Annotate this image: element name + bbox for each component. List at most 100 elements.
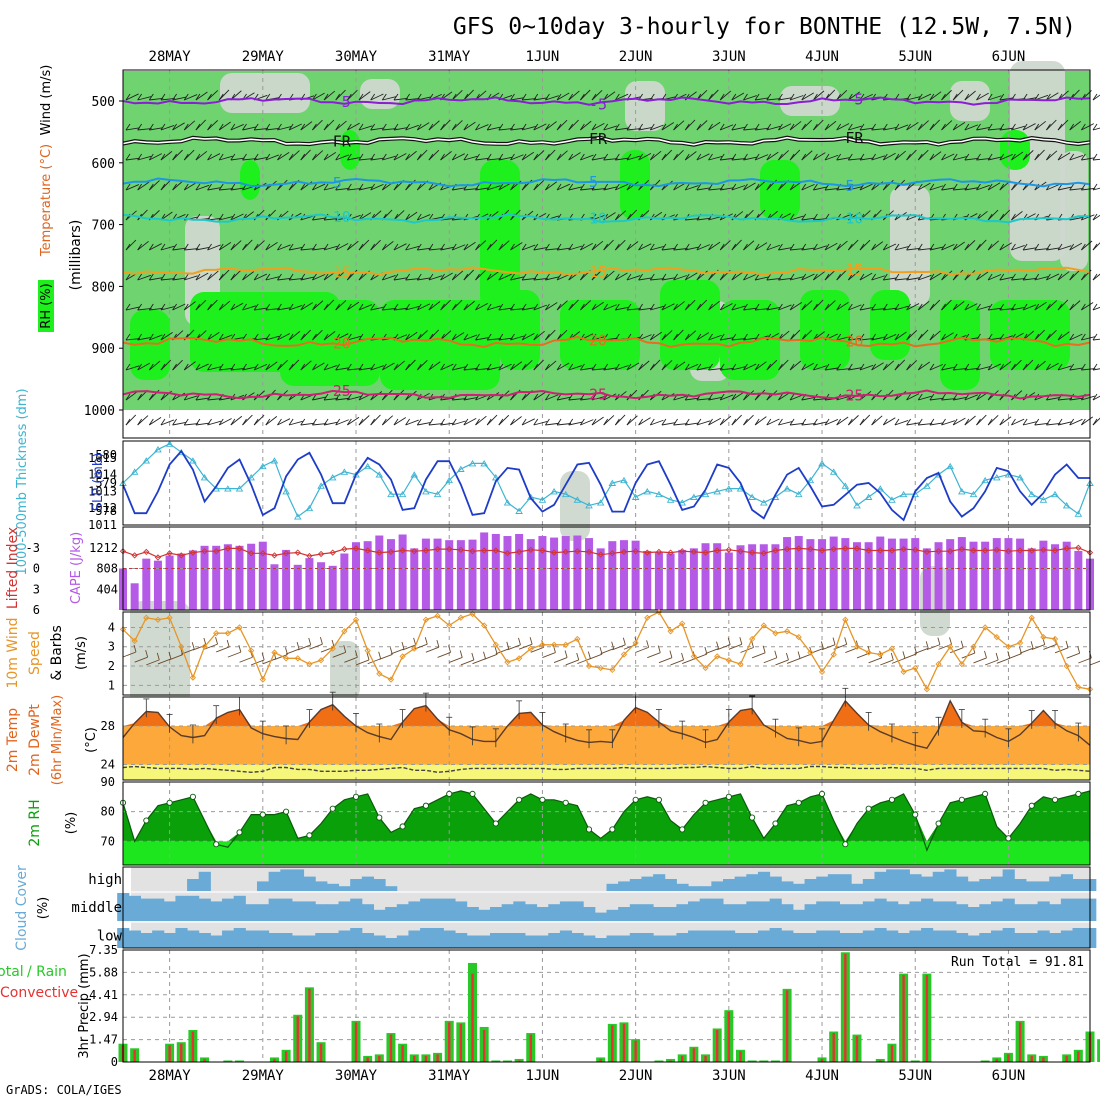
precip-conv-bar (529, 1034, 532, 1062)
wind-barb-flag (242, 123, 247, 131)
wind-barb-flag (242, 418, 247, 426)
cloud-cell (874, 871, 887, 891)
wind-barb-flag (801, 273, 807, 281)
wind-barb (728, 643, 742, 650)
wind-barb (288, 123, 302, 131)
wind-barb-flag (393, 153, 399, 161)
wind-barb-flag (521, 333, 527, 341)
li-marker (993, 546, 1000, 553)
wind-barb-flag (556, 153, 562, 161)
thickness-marker (1039, 496, 1048, 503)
li-marker (702, 549, 709, 556)
wind-barb (720, 394, 734, 401)
wind-barb (460, 659, 475, 666)
wind-barb (195, 299, 207, 311)
rh-dry-patch (890, 186, 930, 306)
wind-barb-flag (696, 123, 702, 131)
wind-barb (405, 124, 419, 131)
wind-barb (743, 156, 758, 161)
li-marker (795, 545, 802, 552)
rh-marker (865, 805, 872, 812)
wind-barb (207, 270, 219, 281)
cloud-cell (1049, 876, 1062, 891)
wind-barb-flag (521, 243, 527, 251)
wind-barb-flag (836, 123, 842, 131)
wind-barb-flag (416, 363, 422, 371)
wind-barb-flag (521, 93, 527, 101)
wind-barb (684, 151, 697, 161)
wind-barb (358, 304, 373, 311)
wind-barb-flag (778, 93, 783, 101)
wind-barb (976, 158, 991, 161)
wind-barb-flag (929, 123, 935, 131)
wind-barb-flag (925, 641, 929, 649)
isotherm-label: 5 (333, 174, 342, 192)
precip-conv-bar (401, 1045, 404, 1062)
rh-marker (935, 820, 942, 827)
cape-bar (177, 553, 186, 610)
wind-barb-flag (510, 393, 515, 401)
thickness-marker (538, 496, 547, 503)
wind-barb (603, 212, 616, 221)
cloud-cell (385, 886, 398, 891)
wind-barb-flag (614, 93, 620, 101)
wind-barb (195, 272, 209, 281)
wind-barb-flag (230, 418, 236, 426)
wind-barb-flag (614, 243, 620, 251)
wind-barb (964, 157, 979, 161)
wind-barb (335, 419, 349, 426)
wind-barb-flag (941, 93, 946, 101)
cloud-cell (524, 904, 538, 921)
wind-barb (638, 277, 653, 281)
wind-barb (510, 127, 525, 131)
cloud-cell (688, 886, 701, 891)
wind-barb (452, 187, 467, 191)
wind-barb (370, 391, 383, 401)
cloud-cell (245, 930, 258, 948)
wind-barb-flag (486, 273, 492, 281)
thickness-marker (189, 457, 197, 464)
wind-barb (288, 150, 300, 161)
wind-barb (859, 239, 871, 251)
cloud-cell (921, 876, 934, 891)
wind-barb-flag (917, 393, 923, 401)
wind-barb-flag (521, 418, 527, 426)
wind-barb (754, 361, 767, 371)
cape-bar (421, 538, 430, 610)
wind-speed-marker (119, 626, 127, 633)
wind-barb-flag (638, 363, 644, 371)
thickness-axis-title: 1000-500mb Thickness (dm) (15, 388, 30, 575)
wind-barb (149, 334, 163, 341)
cloud-cell (990, 901, 1004, 921)
wind-barb (553, 657, 568, 663)
cloud-cell (280, 898, 293, 921)
wind-barb-flag (719, 183, 725, 191)
wind-barb (358, 91, 371, 101)
wind-barb-flag (743, 273, 748, 281)
wind-barb-flag (172, 93, 177, 101)
wind-barb-flag (230, 303, 236, 311)
wind-barb-flag (381, 418, 387, 426)
precip-tick: 4.41 (89, 988, 118, 1002)
cloud-cell (315, 881, 328, 891)
wind-barb-flag (1046, 363, 1051, 371)
cloud-cell (315, 904, 328, 921)
wind-barb (941, 244, 955, 251)
wind-axis-title-c: & Barbs (49, 625, 65, 681)
cloud-cell (1002, 928, 1015, 948)
wind-barb-flag (218, 123, 224, 131)
wind-barb (324, 398, 339, 401)
wind-barb (137, 307, 152, 311)
wind-barb (1034, 360, 1046, 371)
wind-barb-flag (156, 652, 160, 661)
wind-barb-flag (976, 418, 981, 426)
wind-barb-flag (510, 363, 515, 371)
wind-barb-flag (813, 243, 818, 251)
cloud-cell (757, 901, 771, 921)
slp-tick: 1012 (88, 501, 117, 515)
wind-barb-flag (987, 243, 993, 251)
wind-barb (813, 90, 825, 101)
wind-barb (440, 363, 454, 371)
day-label-bottom: 4JUN (805, 1068, 839, 1084)
wind-barb-flag (401, 641, 405, 650)
